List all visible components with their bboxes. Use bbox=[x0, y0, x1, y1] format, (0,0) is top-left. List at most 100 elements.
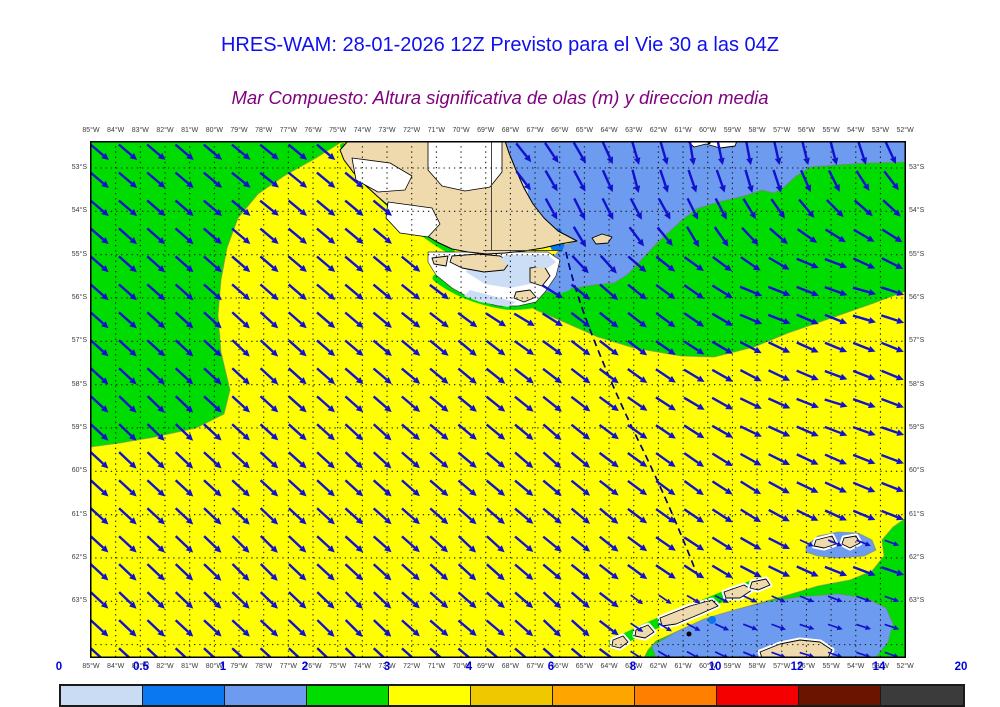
lon-label: 68°W bbox=[501, 663, 519, 670]
lat-label: 63°S bbox=[71, 597, 87, 605]
lon-label: 73°W bbox=[378, 663, 396, 670]
lon-label: 74°W bbox=[353, 663, 371, 670]
lon-label: 85°W bbox=[82, 127, 100, 134]
colorbar-segment bbox=[881, 686, 963, 705]
lat-label: 63°S bbox=[909, 597, 925, 605]
lon-label: 84°W bbox=[107, 127, 125, 134]
colorbar-segment bbox=[553, 686, 635, 705]
lon-label: 59°W bbox=[723, 663, 742, 670]
colorbar-segment bbox=[61, 686, 143, 705]
forecast-subtitle: Mar Compuesto: Altura significativa de o… bbox=[231, 87, 769, 108]
lon-label: 75°W bbox=[329, 663, 347, 670]
lon-label: 77°W bbox=[279, 127, 297, 134]
lon-label: 56°W bbox=[797, 663, 816, 670]
lon-label: 69°W bbox=[477, 663, 495, 670]
wave-direction-arrows bbox=[90, 141, 905, 658]
lon-label: 77°W bbox=[279, 663, 297, 670]
lon-label: 67°W bbox=[526, 663, 544, 670]
colorbar-value: 0 bbox=[55, 661, 63, 673]
lon-label: 55°W bbox=[822, 127, 840, 134]
lon-label: 63°W bbox=[625, 663, 643, 670]
lon-label: 72°W bbox=[403, 663, 421, 670]
lat-label: 58°S bbox=[71, 380, 87, 388]
lon-label: 84°W bbox=[107, 663, 125, 670]
colorbar-value: 8 bbox=[629, 661, 637, 673]
lon-label: 69°W bbox=[477, 127, 495, 134]
colorbar-segment bbox=[143, 686, 225, 705]
lat-label: 54°S bbox=[71, 207, 87, 215]
lon-label: 54°W bbox=[847, 663, 865, 670]
colorbar-value: 20 bbox=[954, 661, 968, 673]
lon-label: 79°W bbox=[230, 663, 248, 670]
lon-label: 78°W bbox=[255, 127, 273, 134]
lon-label: 61°W bbox=[674, 127, 692, 134]
lon-label: 58°W bbox=[748, 663, 766, 670]
lon-label: 60°W bbox=[699, 663, 717, 670]
lon-label: 65°W bbox=[575, 663, 593, 670]
lon-label: 62°W bbox=[649, 663, 668, 670]
lon-label: 56°W bbox=[797, 127, 816, 134]
lat-label: 60°S bbox=[909, 467, 925, 475]
lon-label: 52°W bbox=[896, 663, 914, 670]
colorbar-segment bbox=[471, 686, 553, 705]
lon-label: 75°W bbox=[329, 127, 347, 134]
lon-label: 62°W bbox=[649, 127, 668, 134]
lat-label: 53°S bbox=[71, 164, 87, 171]
lat-label: 61°S bbox=[71, 510, 87, 518]
lon-label: 54°W bbox=[847, 127, 865, 134]
lon-label: 57°W bbox=[773, 127, 791, 134]
lat-label: 55°S bbox=[909, 250, 925, 258]
lon-label: 81°W bbox=[181, 663, 199, 670]
lon-label: 79°W bbox=[230, 127, 248, 134]
lon-label: 60°W bbox=[699, 127, 717, 134]
lat-label: 61°S bbox=[909, 510, 925, 518]
colorbar-value: 10 bbox=[708, 661, 722, 673]
colorbar-segment bbox=[307, 686, 389, 705]
lon-label: 80°W bbox=[205, 663, 223, 670]
lon-label: 63°W bbox=[625, 127, 643, 134]
lon-label: 82°W bbox=[156, 127, 174, 134]
lon-label: 72°W bbox=[403, 127, 421, 134]
lon-label: 70°W bbox=[452, 127, 470, 134]
colorbar-segment bbox=[799, 686, 881, 705]
lat-label: 59°S bbox=[71, 423, 87, 431]
colorbar-value: 12 bbox=[790, 661, 804, 673]
lon-label: 71°W bbox=[427, 127, 445, 134]
colorbar-value: 6 bbox=[547, 661, 555, 673]
lon-label: 68°W bbox=[501, 127, 519, 134]
colorbar-value: 14 bbox=[872, 661, 886, 673]
lon-label: 82°W bbox=[156, 663, 174, 670]
lon-label: 74°W bbox=[353, 127, 371, 134]
colorbar-segment bbox=[635, 686, 717, 705]
lat-label: 56°S bbox=[909, 293, 925, 301]
lon-label: 64°W bbox=[600, 663, 618, 670]
colorbar-segment bbox=[389, 686, 471, 705]
lat-label: 57°S bbox=[71, 337, 87, 345]
graticule-grid bbox=[90, 141, 906, 658]
lat-label: 62°S bbox=[909, 553, 925, 561]
colorbar-value: 1 bbox=[219, 661, 227, 673]
lon-label: 53°W bbox=[871, 127, 890, 134]
lat-label: 57°S bbox=[909, 337, 925, 345]
lon-label: 59°W bbox=[723, 127, 742, 134]
lon-label: 57°W bbox=[773, 663, 791, 670]
lon-label: 76°W bbox=[304, 127, 322, 134]
lon-label: 65°W bbox=[575, 127, 593, 134]
forecast-title: HRES-WAM: 28-01-2026 12Z Previsto para e… bbox=[220, 34, 780, 56]
lon-label: 53°W bbox=[871, 663, 890, 670]
lon-label: 64°W bbox=[600, 127, 618, 134]
lon-label: 83°W bbox=[131, 127, 149, 134]
lon-label: 83°W bbox=[131, 663, 149, 670]
lon-label: 80°W bbox=[205, 127, 223, 134]
colorbar-value: 0.5 bbox=[133, 661, 149, 673]
map-border bbox=[90, 141, 906, 658]
wave-map bbox=[90, 141, 906, 658]
lon-label: 76°W bbox=[304, 663, 322, 670]
ship-track-dashed-line bbox=[565, 251, 701, 583]
lon-label: 66°W bbox=[551, 663, 569, 670]
land-tierra-del-fuego bbox=[339, 141, 578, 255]
lon-label: 70°W bbox=[452, 663, 470, 670]
colorbar bbox=[59, 684, 965, 707]
outlying-islands bbox=[591, 141, 738, 245]
